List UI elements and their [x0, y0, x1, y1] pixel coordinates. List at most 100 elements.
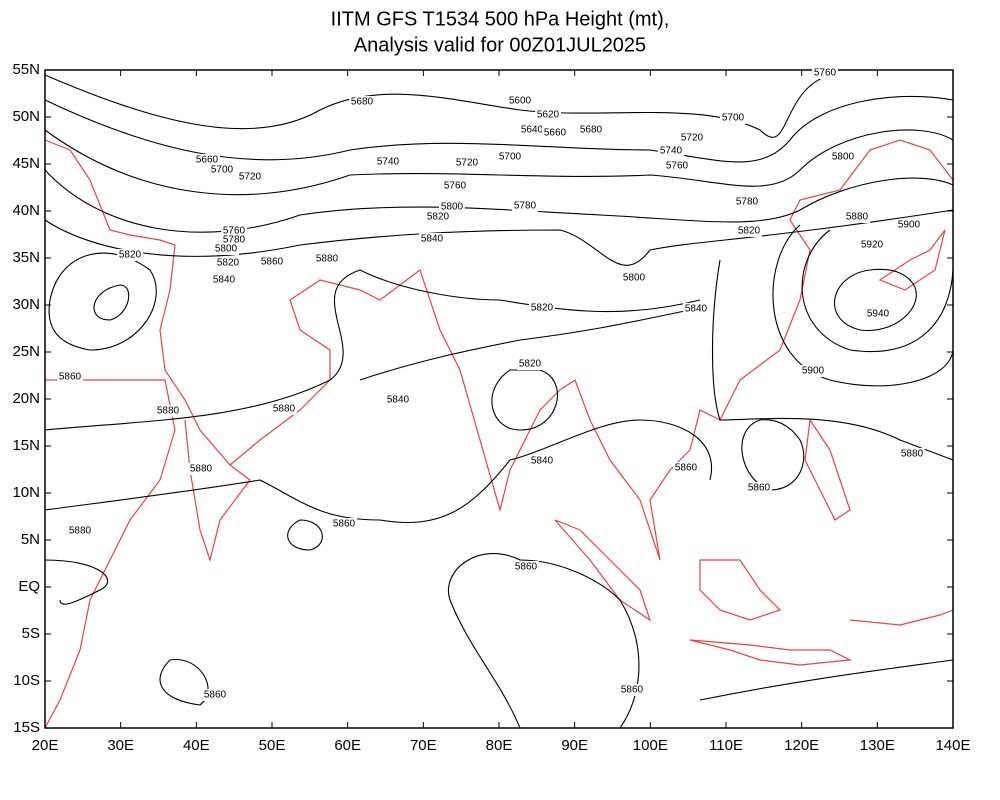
x-tick-label: 40E	[183, 737, 210, 754]
contour-label: 5900	[898, 220, 921, 231]
contour-label: 5620	[537, 110, 560, 121]
contour-label: 5760	[223, 226, 246, 237]
contour-label-bg	[746, 482, 772, 494]
contour-label-bg	[117, 249, 143, 261]
contours	[44, 74, 954, 729]
contour-label: 5660	[544, 128, 567, 139]
contour-label-bg	[213, 243, 239, 255]
contour-label: 5880	[273, 404, 296, 415]
contour-label: 5740	[377, 157, 400, 168]
contour-label: 5840	[685, 304, 708, 315]
contour-label: 5760	[814, 68, 837, 79]
y-tick-label: EQ	[18, 578, 40, 595]
contour-label-bg	[425, 211, 451, 223]
contour-label: 5820	[531, 303, 554, 314]
contour-label: 5720	[456, 158, 479, 169]
contour-label: 5860	[59, 372, 82, 383]
x-tick-label: 60E	[334, 737, 361, 754]
contour-label-bg	[439, 201, 465, 213]
y-tick-label: 15N	[12, 437, 40, 454]
contour-label-bg	[67, 525, 93, 537]
x-tick-label: 110E	[709, 737, 743, 754]
contour-label-bg	[899, 448, 925, 460]
contour-label: 5840	[531, 456, 554, 467]
contour-label: 5880	[69, 526, 92, 537]
y-tick-label: 30N	[12, 296, 40, 313]
contour-label-bg	[507, 95, 533, 107]
y-tick-label: 10N	[12, 484, 40, 501]
contour-label-bg	[512, 200, 538, 212]
y-tick-label: 25N	[12, 343, 40, 360]
title-line: IITM GFS T1534 500 hPa Height (mt),	[331, 8, 670, 30]
contour-label: 5820	[427, 212, 450, 223]
contour-label-bg	[658, 145, 684, 157]
map-frame	[44, 69, 954, 729]
y-tick-label: 20N	[12, 390, 40, 407]
contour-label: 5720	[239, 172, 262, 183]
contour-label: 5860	[675, 463, 698, 474]
contour-label: 5880	[316, 254, 339, 265]
contour-label-bg	[844, 211, 870, 223]
contour-label: 5820	[119, 250, 142, 261]
contour-label-bg	[619, 684, 645, 696]
contour-label: 5740	[660, 146, 683, 157]
contour-label: 5940	[867, 309, 890, 320]
coastlines	[44, 139, 954, 729]
contour-label-bg	[673, 462, 699, 474]
contour-label-bg	[349, 96, 375, 108]
contour-label: 5700	[499, 152, 522, 163]
contour-label-bg	[271, 403, 297, 415]
contour-label-bg	[736, 225, 762, 237]
contour-label-bg	[202, 689, 228, 701]
contour-label-bg	[57, 371, 83, 383]
contour-label: 5660	[196, 155, 219, 166]
contour-label: 5860	[515, 562, 538, 573]
contour-label: 5600	[509, 96, 532, 107]
contour-label: 5900	[802, 366, 825, 377]
contour-label-bg	[155, 405, 181, 417]
contour-label-bg	[194, 154, 220, 166]
contour-label-bg	[800, 365, 826, 377]
contour-label: 5880	[157, 406, 180, 417]
contour-label: 5720	[681, 133, 704, 144]
x-tick-label: 30E	[107, 737, 134, 754]
contour-label: 5640	[521, 125, 544, 136]
y-tick-label: 5N	[21, 531, 40, 548]
contour-label-bg	[683, 303, 709, 315]
y-tick-label: 5S	[22, 625, 40, 642]
y-tick-label: 35N	[12, 249, 40, 266]
contour-label-bg	[454, 157, 480, 169]
x-tick-label: 50E	[259, 737, 286, 754]
contour-label: 5800	[441, 202, 464, 213]
contour-label-bg	[542, 127, 568, 139]
contour-label: 5840	[421, 234, 444, 245]
contour-label: 5800	[623, 273, 646, 284]
contour-label: 5860	[748, 483, 771, 494]
contour-label-bg	[734, 196, 760, 208]
contour-label-bg	[517, 358, 543, 370]
contour-label-bg	[211, 274, 237, 286]
x-tick-label: 20E	[32, 737, 59, 754]
contour-label: 5680	[351, 97, 374, 108]
x-tick-label: 90E	[561, 737, 588, 754]
contour-label-bg	[578, 124, 604, 136]
contour-label-bg	[188, 463, 214, 475]
contour-label: 5680	[580, 125, 603, 136]
contour-label-bg	[529, 302, 555, 314]
contour-label-bg	[859, 239, 885, 251]
x-tick-label: 140E	[935, 737, 970, 754]
contour-label: 5840	[213, 275, 236, 286]
contour-label-bg	[259, 256, 285, 268]
contour-label-bg	[209, 164, 235, 176]
contour-label: 5860	[333, 519, 356, 530]
contour-label-bg	[621, 272, 647, 284]
y-tick-label: 50N	[12, 108, 40, 125]
contour-label: 5820	[738, 226, 761, 237]
contour-label-bg	[896, 219, 922, 231]
contour-label: 5860	[621, 685, 644, 696]
y-tick-label: 55N	[12, 61, 40, 78]
contour-label-bg	[419, 233, 445, 245]
contour-label-bg	[830, 151, 856, 163]
contour-label: 5760	[444, 181, 467, 192]
